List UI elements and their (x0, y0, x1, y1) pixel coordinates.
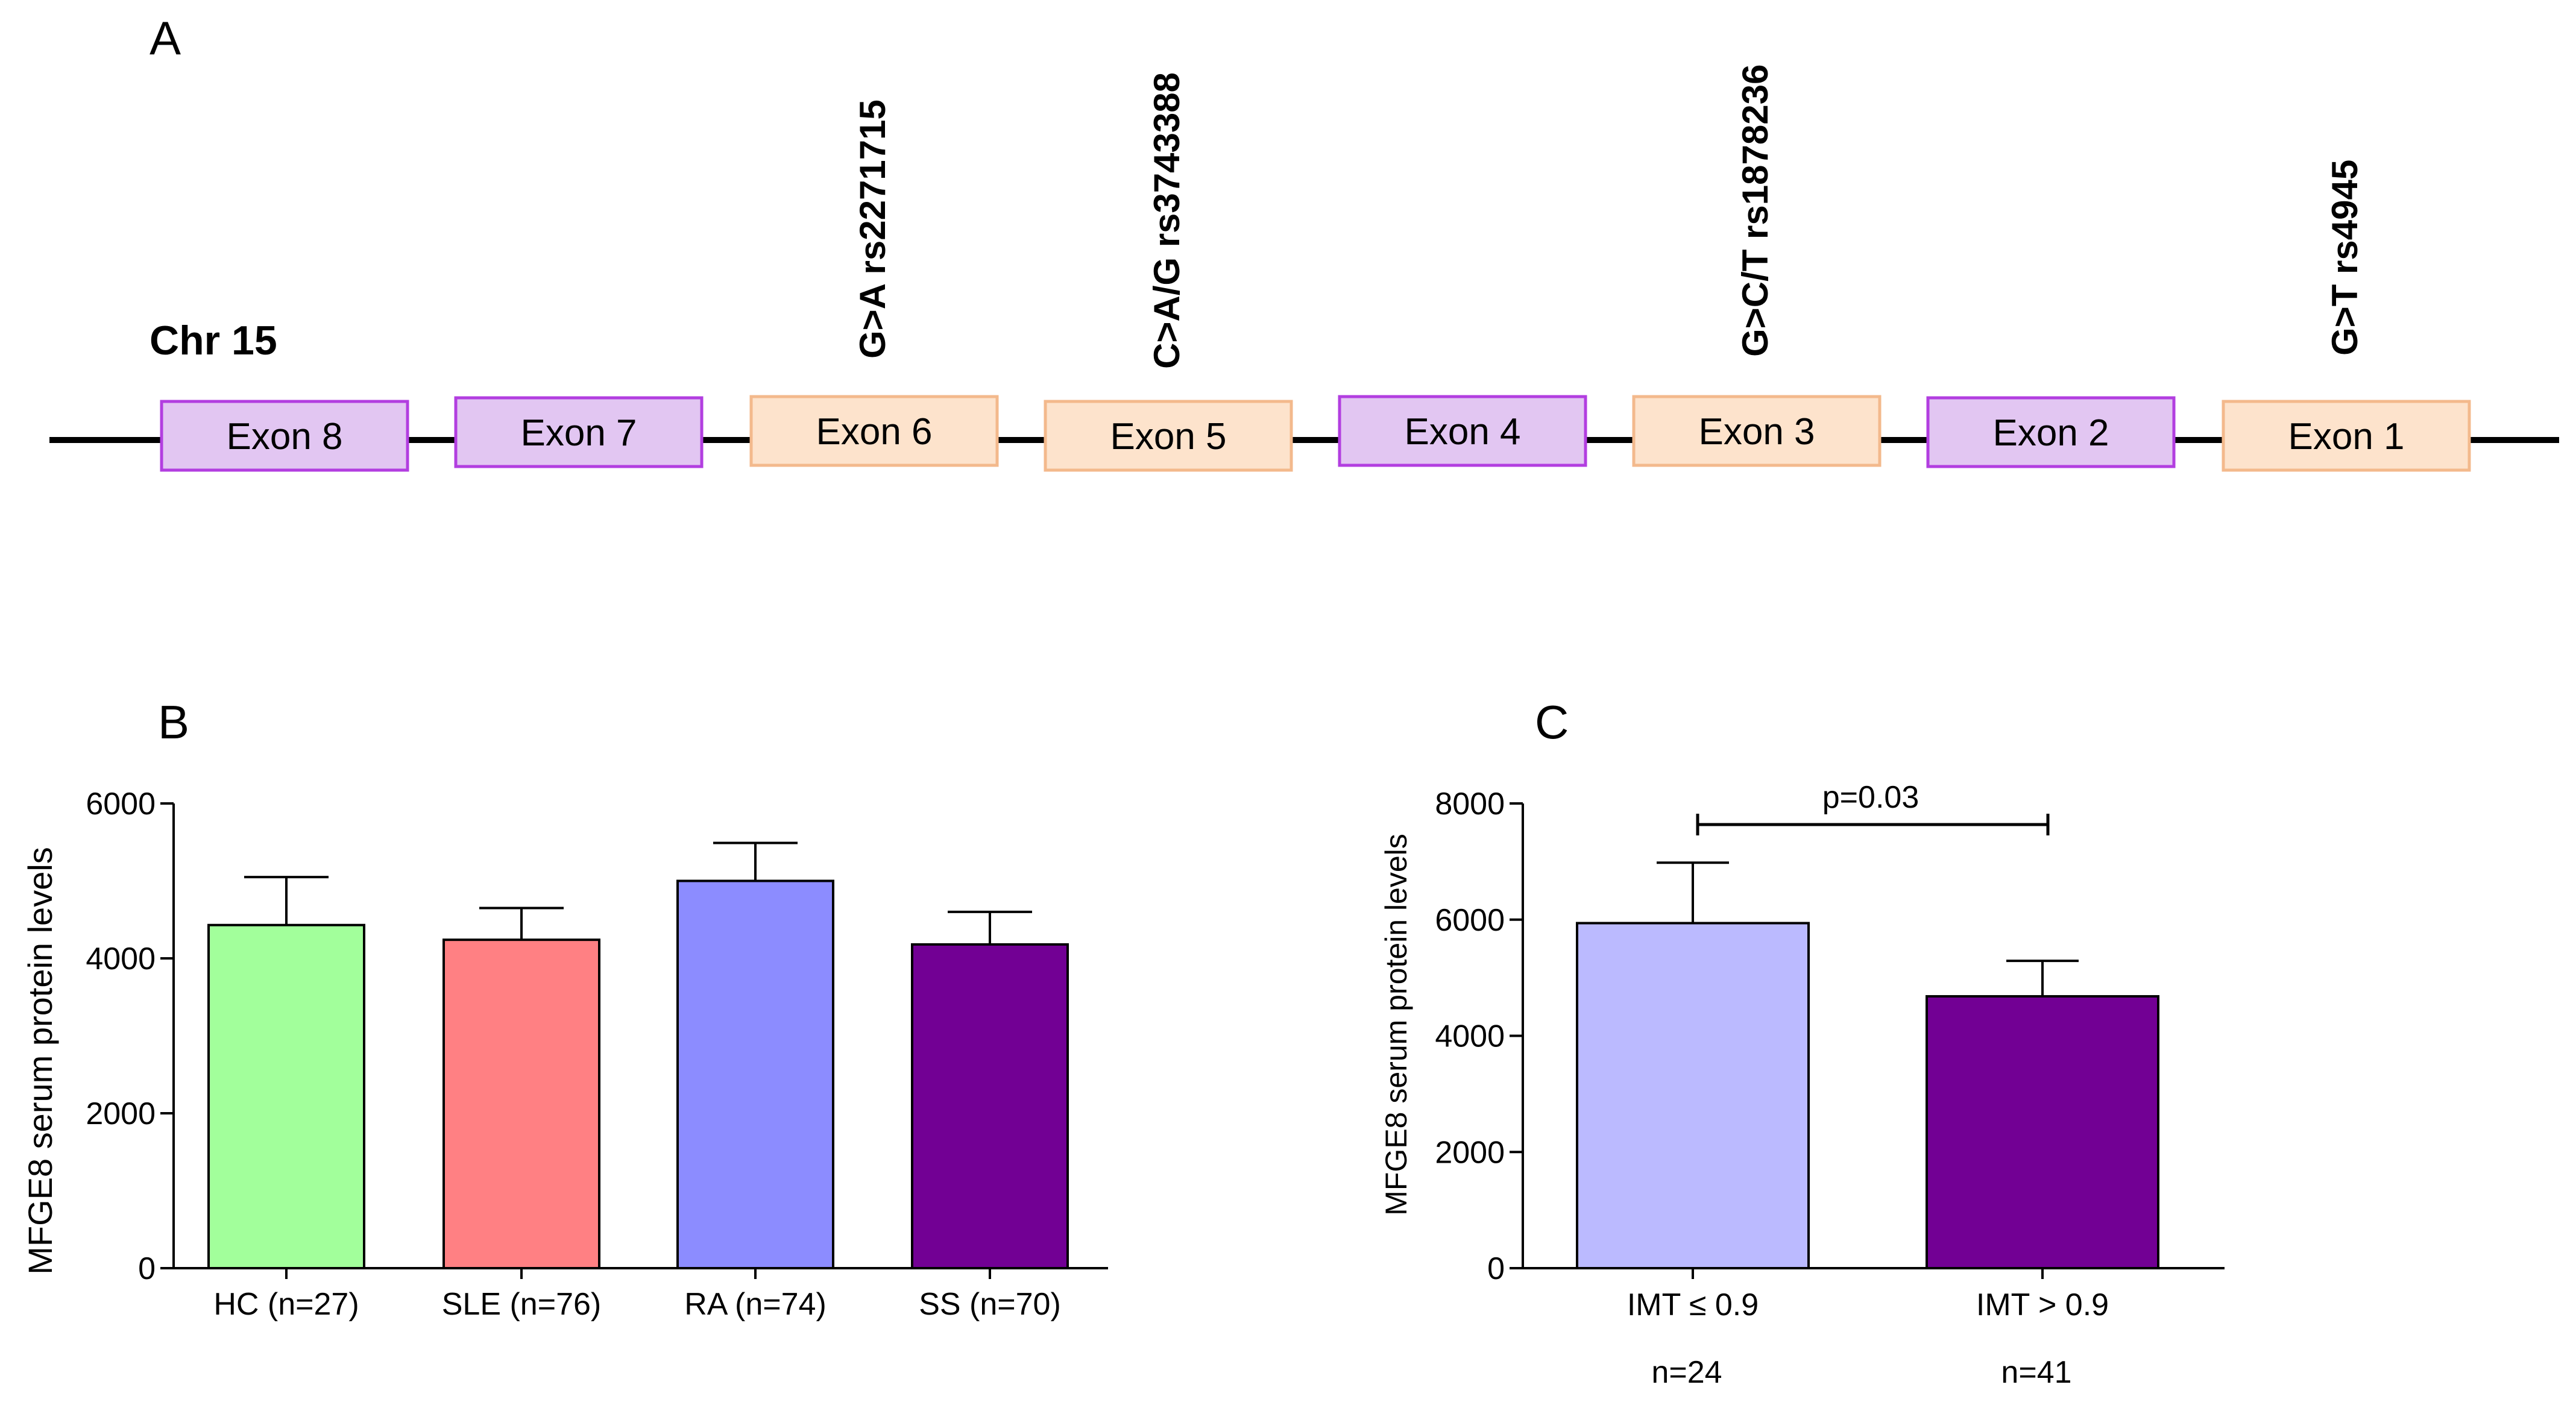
x-tick-label: IMT > 0.9 (1976, 1287, 2109, 1322)
snp-label-1: G>A rs2271715 (852, 99, 893, 359)
panel-b-chart: 0 2000 4000 6000 HC (n=27) SLE (n=76) RA (n=74… (86, 787, 1108, 1322)
exon-7-label: Exon 7 (520, 412, 637, 454)
y-tick-label: 8000 (1435, 787, 1505, 822)
exon-1-box (2222, 400, 2471, 472)
y-tick-label: 4000 (86, 941, 156, 976)
sample-size-label: n=24 (1651, 1355, 1722, 1390)
exon-track: Exon 8 Exon 7 Exon 6 Exon 5 Exon 4 Exon 3 Exon… (160, 395, 2471, 472)
exon-5-box (1044, 400, 1293, 472)
exon-6-box (749, 395, 999, 467)
p-value-annotation: p=0.03 (1822, 780, 1919, 815)
x-tick-label: SLE (n=76) (442, 1287, 602, 1322)
chromosome-label: Chr 15 (150, 318, 277, 363)
exon-8-box (160, 400, 409, 472)
x-tick-label: SS (n=70) (919, 1287, 1061, 1322)
y-tick-label: 2000 (1435, 1135, 1505, 1170)
sample-size-label: n=41 (2001, 1355, 2071, 1390)
bar (676, 879, 834, 1269)
snp-label-2: C>A/G rs3743388 (1147, 72, 1187, 369)
exon-2-label: Exon 2 (1992, 412, 2109, 454)
exon-6-label: Exon 6 (816, 411, 932, 453)
y-tick-label: 0 (1487, 1251, 1505, 1286)
exon-7-box (454, 396, 704, 468)
bar (1576, 922, 1810, 1269)
y-tick-label: 2000 (86, 1096, 156, 1131)
snp-labels: G>A rs2271715 C>A/G rs3743388 G>C/T rs1878… (852, 64, 2365, 369)
y-tick-label: 6000 (1435, 903, 1505, 938)
bar (207, 923, 365, 1269)
x-tick-label: IMT ≤ 0.9 (1627, 1287, 1759, 1322)
snp-label-4: G>T rs4945 (2325, 160, 2365, 356)
y-tick-label: 4000 (1435, 1019, 1505, 1054)
panel-c-chart: 0 2000 4000 6000 8000 IMT ≤ 0.9 IMT > 0.9 n=24 n… (1435, 780, 2225, 1390)
x-tick-label: HC (n=27) (213, 1287, 359, 1322)
exon-3-box (1632, 395, 1882, 467)
panel-b-y-axis-title: MFGE8 serum protein levels (21, 847, 59, 1275)
panel-c: C MFGE8 serum protein levels 0 2000 4000 60… (1379, 696, 2225, 1390)
exon-5-label: Exon 5 (1110, 416, 1226, 457)
panel-b: B MFGE8 serum protein levels 0 2000 4000 60… (21, 696, 1108, 1322)
y-tick-label: 6000 (86, 787, 156, 822)
snp-label-3: G>C/T rs1878236 (1735, 64, 1775, 357)
panel-b-letter: B (158, 696, 189, 749)
panel-a-letter: A (150, 11, 181, 64)
x-tick-label: RA (n=74) (684, 1287, 827, 1322)
exon-2-box (1926, 396, 2176, 468)
bar (1926, 995, 2159, 1269)
exon-1-label: Exon 1 (2288, 416, 2404, 457)
panel-c-y-axis-title: MFGE8 serum protein levels (1379, 834, 1413, 1216)
y-tick-label: 0 (138, 1251, 156, 1286)
exon-8-label: Exon 8 (226, 416, 342, 457)
exon-4-label: Exon 4 (1404, 411, 1520, 453)
panel-c-letter: C (1535, 696, 1569, 749)
bar (911, 943, 1069, 1269)
exon-4-box (1338, 395, 1587, 467)
bar (442, 938, 600, 1270)
exon-3-label: Exon 3 (1698, 411, 1815, 453)
